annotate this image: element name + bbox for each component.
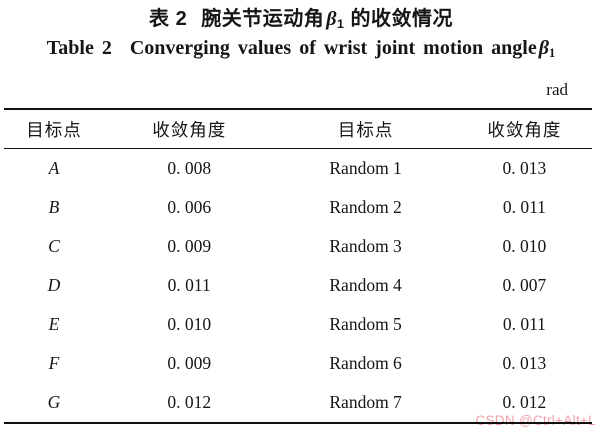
- cell-target: Random 6: [329, 353, 402, 373]
- table-row: E 0. 010 Random 5 0. 011: [4, 305, 592, 344]
- table-row: A 0. 008 Random 1 0. 013: [4, 149, 592, 189]
- cell-angle: 0. 011: [502, 314, 546, 334]
- cell-target: G: [47, 392, 61, 412]
- caption-zh-table-number: 表 2: [149, 8, 188, 30]
- cell-target: Random 4: [329, 275, 402, 295]
- cell-target: E: [48, 314, 60, 334]
- table-row: B 0. 006 Random 2 0. 011: [4, 188, 592, 227]
- cell-angle: 0. 012: [502, 392, 547, 412]
- cell-angle: 0. 013: [502, 158, 547, 178]
- beta-symbol: β: [326, 8, 337, 30]
- cell-target: A: [48, 158, 60, 178]
- caption-en-text: Converging values of wrist joint motion …: [129, 37, 537, 59]
- watermark: CSDN @Ctrl+Alt+L: [475, 413, 596, 428]
- table-caption-zh: 表 2 腕关节运动角 β1 的收敛情况: [0, 6, 602, 37]
- cell-angle: 0. 009: [167, 236, 212, 256]
- header-convergence-angle-2: 收敛角度: [456, 109, 592, 149]
- table-row: C 0. 009 Random 3 0. 010: [4, 227, 592, 266]
- cell-angle: 0. 010: [167, 314, 212, 334]
- beta-subscript: 1: [549, 46, 556, 61]
- table-row: G 0. 012 Random 7 0. 012: [4, 383, 592, 423]
- cell-target: Random 3: [329, 236, 402, 256]
- header-target-point-2: 目标点: [274, 109, 457, 149]
- cell-target: Random 2: [329, 197, 402, 217]
- data-table-wrapper: 目标点 收敛角度 目标点 收敛角度 A 0. 008 Random 1 0. 0…: [4, 108, 592, 424]
- table-row: F 0. 009 Random 6 0. 013: [4, 344, 592, 383]
- cell-angle: 0. 009: [167, 353, 212, 373]
- table-row: D 0. 011 Random 4 0. 007: [4, 266, 592, 305]
- cell-target: C: [48, 236, 60, 256]
- cell-target: Random 5: [329, 314, 402, 334]
- header-target-point-1: 目标点: [4, 109, 104, 149]
- convergence-table: 目标点 收敛角度 目标点 收敛角度 A 0. 008 Random 1 0. 0…: [4, 108, 592, 424]
- header-convergence-angle-1: 收敛角度: [103, 109, 275, 149]
- cell-angle: 0. 012: [167, 392, 212, 412]
- beta-symbol: β: [538, 37, 549, 59]
- cell-angle: 0. 006: [167, 197, 212, 217]
- cell-angle: 0. 013: [502, 353, 547, 373]
- caption-zh-text-after: 的收敛情况: [344, 8, 453, 30]
- cell-target: D: [47, 275, 61, 295]
- caption-en-table-number: Table 2: [46, 37, 112, 59]
- cell-target: Random 1: [329, 158, 402, 178]
- cell-angle: 0. 008: [167, 158, 212, 178]
- cell-target: F: [48, 353, 60, 373]
- caption-zh-text: 腕关节运动角: [201, 8, 325, 30]
- cell-target: Random 7: [329, 392, 402, 412]
- cell-angle: 0. 011: [167, 275, 211, 295]
- cell-target: B: [48, 197, 60, 217]
- cell-angle: 0. 011: [502, 197, 546, 217]
- table-header-row: 目标点 收敛角度 目标点 收敛角度: [4, 109, 592, 149]
- cell-angle: 0. 010: [502, 236, 547, 256]
- beta-subscript: 1: [336, 17, 345, 32]
- unit-label: rad: [546, 80, 568, 99]
- table-caption-en: Table 2 Converging values of wrist joint …: [0, 35, 602, 67]
- cell-angle: 0. 007: [502, 275, 547, 295]
